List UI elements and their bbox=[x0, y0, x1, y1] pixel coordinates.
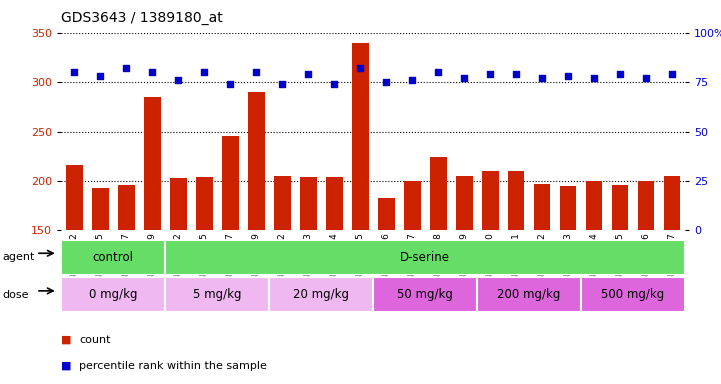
Point bbox=[94, 73, 106, 79]
Text: 200 mg/kg: 200 mg/kg bbox=[497, 288, 561, 301]
Point bbox=[588, 75, 600, 81]
Bar bbox=[585, 181, 603, 379]
Bar bbox=[611, 185, 629, 379]
Point bbox=[172, 77, 184, 83]
Point bbox=[198, 69, 210, 75]
Bar bbox=[352, 43, 368, 379]
Point bbox=[224, 81, 236, 87]
Bar bbox=[61, 277, 165, 312]
Point bbox=[640, 75, 652, 81]
Bar bbox=[274, 176, 291, 379]
Bar bbox=[378, 198, 394, 379]
Bar bbox=[169, 178, 187, 379]
Text: count: count bbox=[79, 335, 111, 345]
Point bbox=[146, 69, 158, 75]
Point bbox=[120, 65, 132, 71]
Bar bbox=[118, 185, 135, 379]
Point bbox=[354, 65, 366, 71]
Text: 500 mg/kg: 500 mg/kg bbox=[601, 288, 665, 301]
Point bbox=[276, 81, 288, 87]
Bar bbox=[66, 165, 83, 379]
Point bbox=[485, 71, 496, 77]
Point bbox=[666, 71, 678, 77]
Text: ■: ■ bbox=[61, 361, 72, 371]
Point bbox=[459, 75, 470, 81]
Bar bbox=[404, 181, 420, 379]
Text: D-serine: D-serine bbox=[400, 251, 450, 264]
Point bbox=[407, 77, 418, 83]
Bar bbox=[559, 186, 577, 379]
Text: 20 mg/kg: 20 mg/kg bbox=[293, 288, 349, 301]
Bar bbox=[534, 184, 550, 379]
Bar bbox=[300, 177, 317, 379]
Point bbox=[381, 79, 392, 85]
Text: 0 mg/kg: 0 mg/kg bbox=[89, 288, 138, 301]
Bar bbox=[456, 176, 472, 379]
Bar bbox=[269, 277, 373, 312]
Bar bbox=[663, 176, 681, 379]
Bar bbox=[143, 97, 161, 379]
Bar bbox=[637, 181, 655, 379]
Point bbox=[562, 73, 574, 79]
Point bbox=[433, 69, 444, 75]
Point bbox=[250, 69, 262, 75]
Point bbox=[328, 81, 340, 87]
Point bbox=[302, 71, 314, 77]
Bar bbox=[92, 188, 109, 379]
Bar bbox=[430, 157, 446, 379]
Point bbox=[68, 69, 80, 75]
Bar bbox=[165, 277, 269, 312]
Bar bbox=[477, 277, 581, 312]
Bar bbox=[196, 177, 213, 379]
Text: percentile rank within the sample: percentile rank within the sample bbox=[79, 361, 267, 371]
Text: dose: dose bbox=[2, 290, 29, 300]
Text: 5 mg/kg: 5 mg/kg bbox=[193, 288, 242, 301]
Bar bbox=[248, 92, 265, 379]
Text: GDS3643 / 1389180_at: GDS3643 / 1389180_at bbox=[61, 11, 223, 25]
Bar bbox=[61, 240, 165, 275]
Bar bbox=[326, 177, 342, 379]
Bar bbox=[581, 277, 685, 312]
Bar bbox=[165, 240, 685, 275]
Bar bbox=[508, 171, 524, 379]
Bar bbox=[373, 277, 477, 312]
Bar bbox=[482, 171, 498, 379]
Bar bbox=[222, 136, 239, 379]
Point bbox=[614, 71, 626, 77]
Text: control: control bbox=[93, 251, 134, 264]
Point bbox=[536, 75, 548, 81]
Point bbox=[510, 71, 522, 77]
Text: ■: ■ bbox=[61, 335, 72, 345]
Text: 50 mg/kg: 50 mg/kg bbox=[397, 288, 453, 301]
Text: agent: agent bbox=[2, 252, 35, 262]
